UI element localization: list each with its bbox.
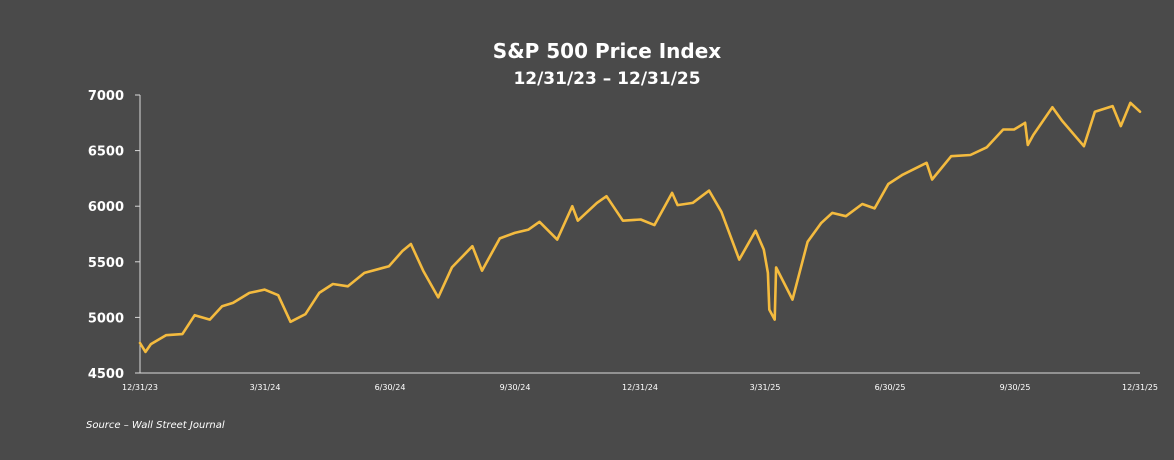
chart-title: S&P 500 Price Index [493,39,721,63]
x-tick-label: 12/31/24 [622,383,658,392]
y-axis-ticks: 7000 6500 6000 5500 5000 4500 [88,89,141,382]
chart-subtitle: 12/31/23 – 12/31/25 [513,69,700,89]
y-tick-label: 4500 [88,367,124,382]
series-group [138,101,1142,354]
x-axis: 12/31/23 3/31/24 6/30/24 9/30/24 12/31/24 3/3… [122,372,1158,392]
y-tick-label: 6000 [88,200,124,215]
x-tick-label: 9/30/25 [1000,383,1031,392]
x-tick-label: 6/30/24 [375,383,406,392]
source-note: Source – Wall Street Journal [86,420,225,431]
x-tick-label: 6/30/25 [875,383,906,392]
series-line-sp500 [138,101,1142,354]
x-tick-label: 3/31/25 [750,383,781,392]
x-tick-label: 12/31/23 [122,383,158,392]
x-tick-label: 3/31/24 [250,383,281,392]
y-tick-label: 7000 [88,89,124,104]
y-tick-label: 5000 [88,311,124,326]
y-tick-label: 5500 [88,256,124,271]
x-tick-label: 9/30/24 [500,383,531,392]
x-tick-label: 12/31/25 [1122,383,1158,392]
y-tick-label: 6500 [88,145,124,160]
